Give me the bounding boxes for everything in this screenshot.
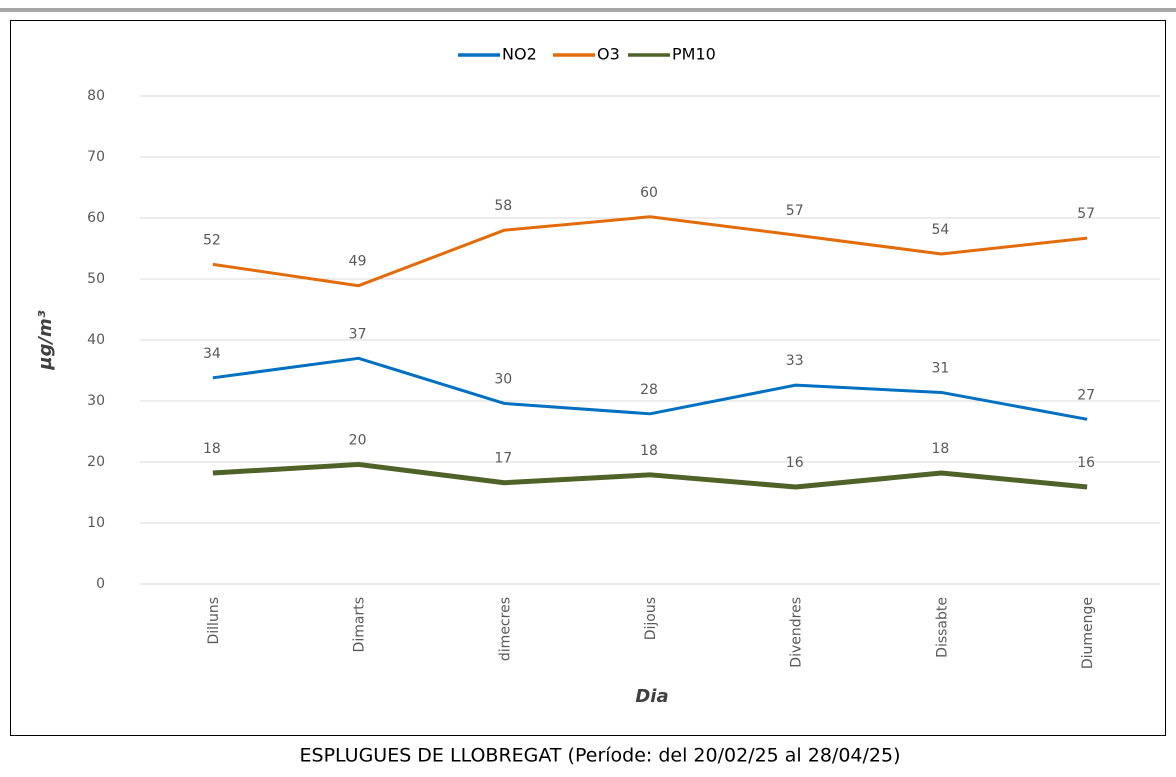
x-tick-label: Dimarts [352,597,368,652]
x-tick-label: dimecres [497,597,513,661]
data-label: 57 [1077,206,1095,222]
x-tick-label: Dijous [643,597,659,640]
y-tick-label: 0 [96,576,105,592]
data-label: 17 [494,451,512,467]
y-tick-label: 60 [87,210,105,226]
series-line [212,356,1088,421]
data-label: 16 [1077,455,1095,471]
y-tick-label: 80 [87,88,105,104]
series-line [212,461,1088,490]
data-label: 18 [640,443,658,459]
data-label: 20 [349,432,367,448]
y-tick-label: 10 [87,515,105,531]
x-tick-label: Dissabte [934,597,950,658]
legend-label: O3 [597,45,620,64]
data-label: 16 [786,455,804,471]
x-tick-label: Diumenge [1080,597,1096,669]
y-tick-label: 40 [87,332,105,348]
data-label: 52 [203,232,221,248]
data-label: 18 [203,441,221,457]
legend-label: NO2 [502,45,537,64]
top-band [0,8,1176,12]
data-label: 49 [349,254,367,270]
data-label: 58 [494,198,512,214]
chart-frame [10,20,1166,736]
data-label: 57 [786,203,804,219]
data-label: 60 [640,185,658,201]
data-label: 28 [640,382,658,398]
series-line [212,215,1088,288]
data-label: 31 [932,360,950,376]
data-label: 54 [932,222,950,238]
data-label: 30 [494,371,512,387]
y-tick-label: 20 [87,454,105,470]
data-label: 18 [932,441,950,457]
data-label: 33 [786,353,804,369]
caption: ESPLUGUES DE LLOBREGAT (Període: del 20/… [300,745,901,767]
y-axis-title: µg/m³ [35,310,56,370]
y-tick-label: 50 [87,271,105,287]
y-tick-label: 70 [87,149,105,165]
y-tick-label: 30 [87,393,105,409]
data-label: 27 [1077,387,1095,403]
x-tick-label: Divendres [789,597,805,668]
legend-label: PM10 [672,45,716,64]
data-label: 34 [203,346,221,362]
data-label: 37 [349,326,367,342]
x-tick-label: Dilluns [206,597,222,645]
x-axis-title: Dia [635,686,668,707]
